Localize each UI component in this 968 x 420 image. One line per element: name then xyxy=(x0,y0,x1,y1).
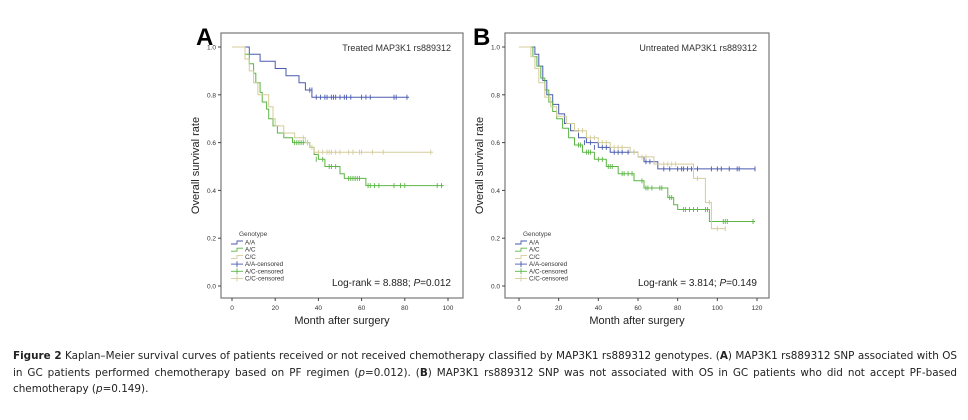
log-rank-text: Log-rank = 3.814; xyxy=(638,278,719,289)
y-tick-label: 0.8 xyxy=(207,92,216,99)
caption-p1-symbol: p xyxy=(358,366,366,379)
survival-curve-a-c xyxy=(519,46,755,222)
x-axis-label: Month after surgery xyxy=(294,315,390,327)
survival-curve-a-a xyxy=(519,46,755,170)
y-tick-label: 0.8 xyxy=(491,92,500,99)
legend-swatch-line xyxy=(231,240,243,245)
x-tick-label: 60 xyxy=(358,305,366,312)
x-tick-label: 80 xyxy=(674,305,682,312)
legend-entry-label: A/C-censored xyxy=(245,268,284,275)
p-symbol: P xyxy=(719,278,726,289)
x-tick-label: 80 xyxy=(401,305,409,312)
legend-entry-label: C/C xyxy=(245,254,256,261)
x-tick-label: 100 xyxy=(443,305,454,312)
p-value: =0.012 xyxy=(420,278,451,289)
legend-entry-label: C/C-censored xyxy=(529,276,568,283)
x-tick-label: 100 xyxy=(712,305,723,312)
legend-entry-label: A/A xyxy=(245,240,256,247)
legend-swatch-line xyxy=(515,254,527,259)
legend-entry-label: A/A-censored xyxy=(245,261,284,268)
survival-curve-c-c xyxy=(519,46,726,230)
y-tick-label: 1.0 xyxy=(207,45,216,52)
legend-entry-label: C/C xyxy=(529,254,540,261)
y-axis-label: Overall survival rate xyxy=(474,117,486,214)
legend-entry-label: A/C xyxy=(245,247,256,254)
legend-entry-label: A/A-censored xyxy=(529,261,568,268)
figure-caption: Figure 2 Kaplan–Meier survival curves of… xyxy=(13,348,957,398)
y-tick-label: 0.6 xyxy=(491,140,500,147)
caption-text-2: ) MAP3K1 rs889312 SNP associated with OS… xyxy=(13,350,957,379)
legend-swatch-line xyxy=(515,240,527,245)
y-tick-label: 0.2 xyxy=(491,236,500,243)
panel-a: A 0.0 0.2 0.4 0.6 0.8 1.0 0 20 40 60 80 100 Month aft… xyxy=(190,24,464,327)
y-tick-label: 0.0 xyxy=(207,284,216,291)
legend-swatch-line xyxy=(231,254,243,259)
survival-curve-a-a xyxy=(232,46,410,98)
plot-frame xyxy=(220,32,464,299)
x-tick-label: 40 xyxy=(315,305,323,312)
y-tick-label: 1.0 xyxy=(491,45,500,52)
y-tick-label: 0.4 xyxy=(491,188,500,195)
figure-canvas: A 0.0 0.2 0.4 0.6 0.8 1.0 0 20 40 60 80 100 Month aft… xyxy=(190,24,770,327)
legend-entry-label: A/C xyxy=(529,247,540,254)
caption-p2-value: =0.149). xyxy=(102,383,149,395)
caption-text-3: ) MAP3K1 rs889312 SNP was not associated… xyxy=(13,366,957,396)
y-axis-label: Overall survival rate xyxy=(190,117,202,214)
legend-title: Genotype xyxy=(239,231,268,238)
y-tick-label: 0.4 xyxy=(207,188,216,195)
panel-letter: B xyxy=(473,24,490,51)
chart-title: Treated MAP3K1 rs889312 xyxy=(342,43,451,53)
caption-label: Figure 2 xyxy=(13,350,62,362)
p-value: =0.149 xyxy=(726,278,757,289)
log-rank-text: Log-rank = 8.888; xyxy=(332,278,413,289)
x-tick-label: 60 xyxy=(634,305,642,312)
x-axis-label: Month after surgery xyxy=(589,315,685,327)
x-tick-label: 20 xyxy=(555,305,563,312)
legend-swatch-line xyxy=(515,247,527,252)
caption-panel-b-ref: B xyxy=(419,366,428,379)
caption-panel-a-ref: A xyxy=(719,350,728,362)
y-tick-label: 0.6 xyxy=(207,140,216,147)
caption-p2-symbol: p xyxy=(95,383,103,395)
log-rank-annotation: Log-rank = 3.814; P=0.149 xyxy=(638,278,757,289)
legend-swatch-line xyxy=(231,247,243,252)
y-tick-label: 0.2 xyxy=(207,236,216,243)
x-tick-label: 0 xyxy=(517,305,521,312)
panel-letter: A xyxy=(196,24,213,51)
plot-frame xyxy=(504,32,770,299)
x-tick-label: 120 xyxy=(752,305,763,312)
survival-curve-c-c xyxy=(232,46,433,153)
y-tick-label: 0.0 xyxy=(491,284,500,291)
legend-entry-label: A/A xyxy=(529,240,540,247)
x-tick-label: 0 xyxy=(230,305,234,312)
legend-entry-label: A/C-censored xyxy=(529,268,568,275)
caption-text-1: Kaplan–Meier survival curves of patients… xyxy=(61,350,720,362)
x-tick-label: 40 xyxy=(595,305,603,312)
legend-title: Genotype xyxy=(523,231,552,238)
x-tick-label: 20 xyxy=(272,305,280,312)
chart-title: Untreated MAP3K1 rs889312 xyxy=(639,43,757,53)
panel-b: B 0.0 0.2 0.4 0.6 0.8 1.0 0 20 40 60 80 100 120 Month … xyxy=(473,24,770,327)
legend-entry-label: C/C-censored xyxy=(245,276,284,283)
p-symbol: P xyxy=(413,278,420,289)
log-rank-annotation: Log-rank = 8.888; P=0.012 xyxy=(332,278,451,289)
caption-p1-value: =0.012). ( xyxy=(365,366,420,379)
survival-curve-a-c xyxy=(232,46,444,187)
